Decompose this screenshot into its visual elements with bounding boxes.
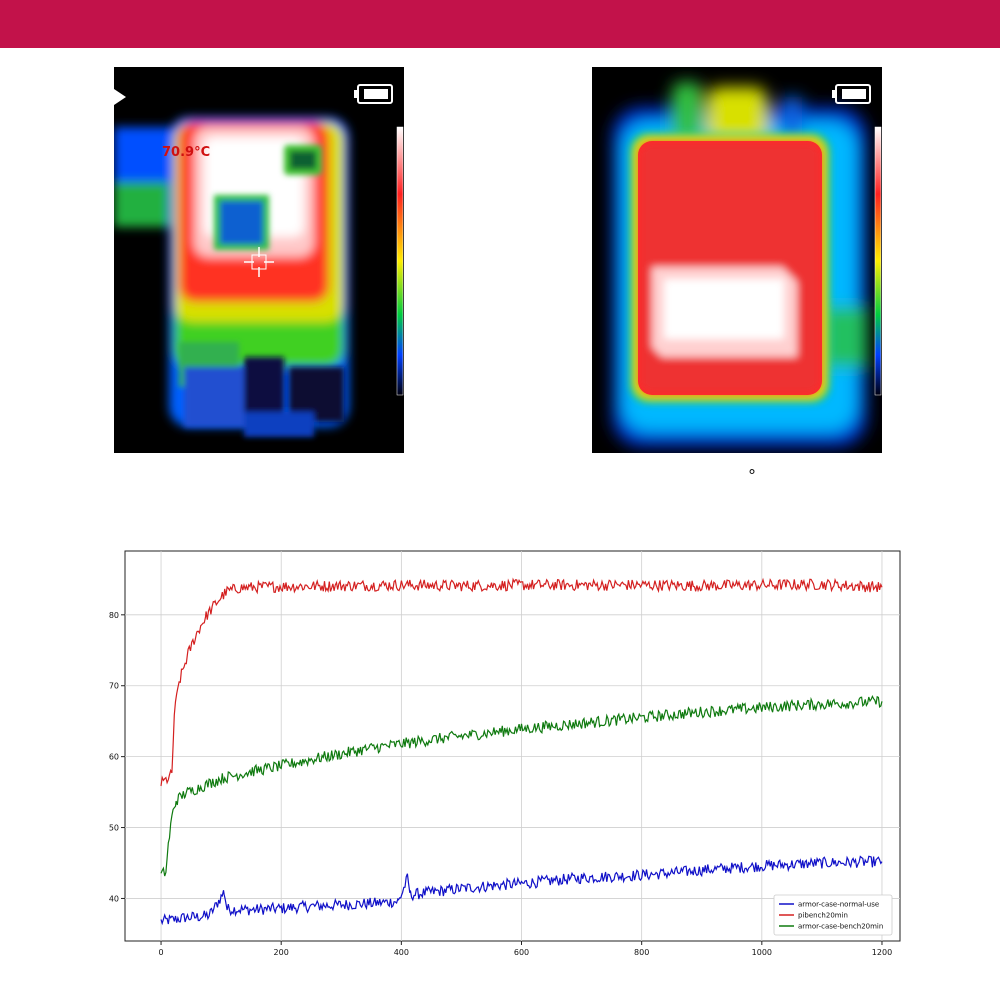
plot-area <box>124 550 901 942</box>
series-line-armor-case-bench20min <box>160 694 883 877</box>
legend-label: armor-case-normal-use <box>798 901 879 909</box>
thermal-image-board: 70.9°C <box>114 67 404 453</box>
y-tick-label: 70 <box>109 682 119 691</box>
temperature-chart: 0 200 400 600 800 1000 1200 40 50 60 70 80 armor-cas… <box>90 545 910 975</box>
thermal-image-case <box>592 67 882 453</box>
legend-label: pibench20min <box>798 912 848 920</box>
series-line-armor-case-normal-use <box>160 855 883 926</box>
x-tick-label: 0 <box>158 948 163 957</box>
legend-box <box>773 894 893 936</box>
caption-symbol: ° <box>748 466 756 485</box>
x-tick-label: 1200 <box>872 948 892 957</box>
chart-canvas: 0 200 400 600 800 1000 1200 40 50 60 70 80 armor-cas… <box>109 550 901 957</box>
x-tick-label: 400 <box>394 948 409 957</box>
spot-temperature-readout: 70.9°C <box>162 145 211 160</box>
x-tick-label: 200 <box>274 948 289 957</box>
y-tick-label: 80 <box>109 611 119 620</box>
x-tick-label: 1000 <box>752 948 772 957</box>
series-line-pibench20min <box>160 577 883 787</box>
y-tick-label: 40 <box>109 894 119 903</box>
y-tick-label: 60 <box>109 753 119 762</box>
top-banner <box>0 0 1000 48</box>
y-tick-label: 50 <box>109 824 119 833</box>
x-tick-label: 800 <box>634 948 649 957</box>
legend-label: armor-case-bench20min <box>798 923 883 931</box>
x-tick-label: 600 <box>514 948 529 957</box>
